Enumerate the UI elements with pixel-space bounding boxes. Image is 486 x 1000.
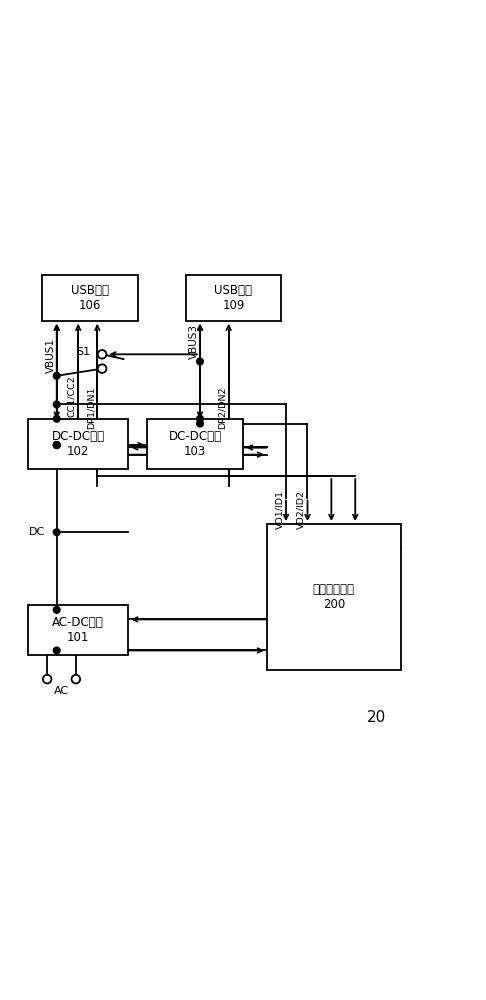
Circle shape bbox=[53, 415, 60, 422]
Text: AC: AC bbox=[54, 686, 69, 696]
Circle shape bbox=[53, 647, 60, 654]
Circle shape bbox=[53, 442, 60, 448]
Text: USB端口
109: USB端口 109 bbox=[214, 284, 252, 312]
Text: CC1/CC2: CC1/CC2 bbox=[68, 375, 76, 417]
Circle shape bbox=[53, 529, 60, 536]
Circle shape bbox=[98, 364, 106, 373]
Text: 20: 20 bbox=[367, 710, 386, 725]
Text: DP1/DN1: DP1/DN1 bbox=[87, 387, 96, 429]
Circle shape bbox=[53, 607, 60, 613]
Circle shape bbox=[43, 675, 52, 683]
Text: DP2/DN2: DP2/DN2 bbox=[218, 387, 227, 429]
Text: VD1/ID1: VD1/ID1 bbox=[275, 490, 284, 529]
Text: 协议控制模块
200: 协议控制模块 200 bbox=[313, 583, 355, 611]
Circle shape bbox=[197, 415, 203, 422]
Circle shape bbox=[53, 442, 60, 448]
Text: DC: DC bbox=[29, 527, 45, 537]
Text: DC-DC模块
102: DC-DC模块 102 bbox=[52, 430, 105, 458]
Text: S1: S1 bbox=[76, 347, 90, 357]
Text: AC-DC模块
101: AC-DC模块 101 bbox=[52, 616, 104, 644]
Text: VD2/ID2: VD2/ID2 bbox=[297, 490, 306, 529]
Bar bbox=[28, 605, 128, 655]
Bar bbox=[28, 419, 128, 469]
Bar bbox=[267, 524, 400, 670]
Text: DC-DC模块
103: DC-DC模块 103 bbox=[169, 430, 222, 458]
Circle shape bbox=[53, 442, 60, 448]
Bar bbox=[147, 419, 243, 469]
Circle shape bbox=[53, 372, 60, 379]
Text: VBUS1: VBUS1 bbox=[46, 338, 55, 373]
Circle shape bbox=[53, 401, 60, 408]
Bar bbox=[42, 275, 138, 321]
Circle shape bbox=[98, 350, 106, 359]
Bar bbox=[186, 275, 281, 321]
Circle shape bbox=[197, 358, 203, 365]
Circle shape bbox=[197, 420, 203, 427]
Circle shape bbox=[71, 675, 80, 683]
Text: USB端口
106: USB端口 106 bbox=[71, 284, 109, 312]
Text: VBUS3: VBUS3 bbox=[189, 324, 199, 359]
